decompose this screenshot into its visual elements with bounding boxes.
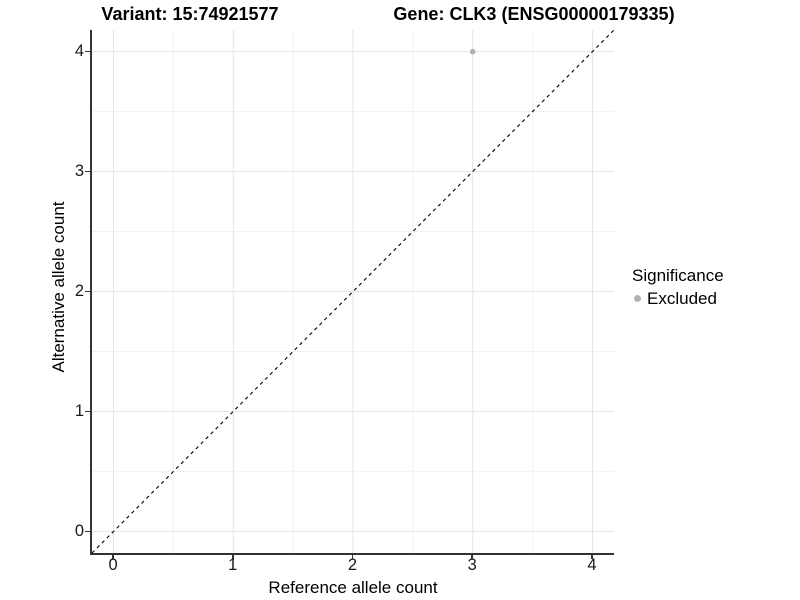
- x-tick-label: 3: [467, 556, 477, 574]
- x-axis-line: [90, 553, 614, 555]
- x-axis-title: Reference allele count: [268, 578, 438, 597]
- x-tick-label: 1: [228, 556, 238, 574]
- y-tick-label: 4: [74, 42, 84, 61]
- data-point-excluded: [469, 48, 476, 55]
- y-tick-label: 3: [74, 162, 84, 181]
- x-tick-label: 0: [108, 556, 118, 574]
- x-tick-mark: [471, 554, 473, 559]
- legend-entry-excluded: Excluded: [632, 289, 724, 308]
- y-tick-mark: [85, 410, 90, 413]
- x-tick-mark: [591, 554, 593, 559]
- variant-title: Variant: 15:74921577: [101, 4, 279, 24]
- y-tick-label: 2: [74, 282, 84, 300]
- legend-point-icon: [634, 295, 641, 302]
- legend-title: Significance: [632, 266, 724, 285]
- y-tick-mark: [85, 50, 90, 53]
- legend-entry-label: Excluded: [647, 289, 717, 308]
- gene-title: Gene: CLK3 (ENSG00000179335): [393, 4, 675, 24]
- y-tick-mark: [85, 290, 90, 293]
- y-tick-label: 0: [74, 521, 84, 540]
- x-tick-mark: [112, 554, 114, 559]
- plot-panel: [91, 30, 614, 553]
- y-tick-mark: [85, 170, 90, 173]
- y-axis-title: Alternative allele count: [49, 201, 68, 373]
- y-tick-label: 1: [74, 401, 84, 420]
- legend: Significance Excluded: [632, 266, 724, 308]
- y-tick-mark: [85, 530, 90, 533]
- x-tick-mark: [232, 554, 234, 559]
- x-tick-label: 4: [587, 556, 597, 574]
- y-axis-line: [90, 30, 92, 555]
- x-tick-label: 2: [347, 556, 358, 574]
- x-tick-mark: [351, 554, 354, 559]
